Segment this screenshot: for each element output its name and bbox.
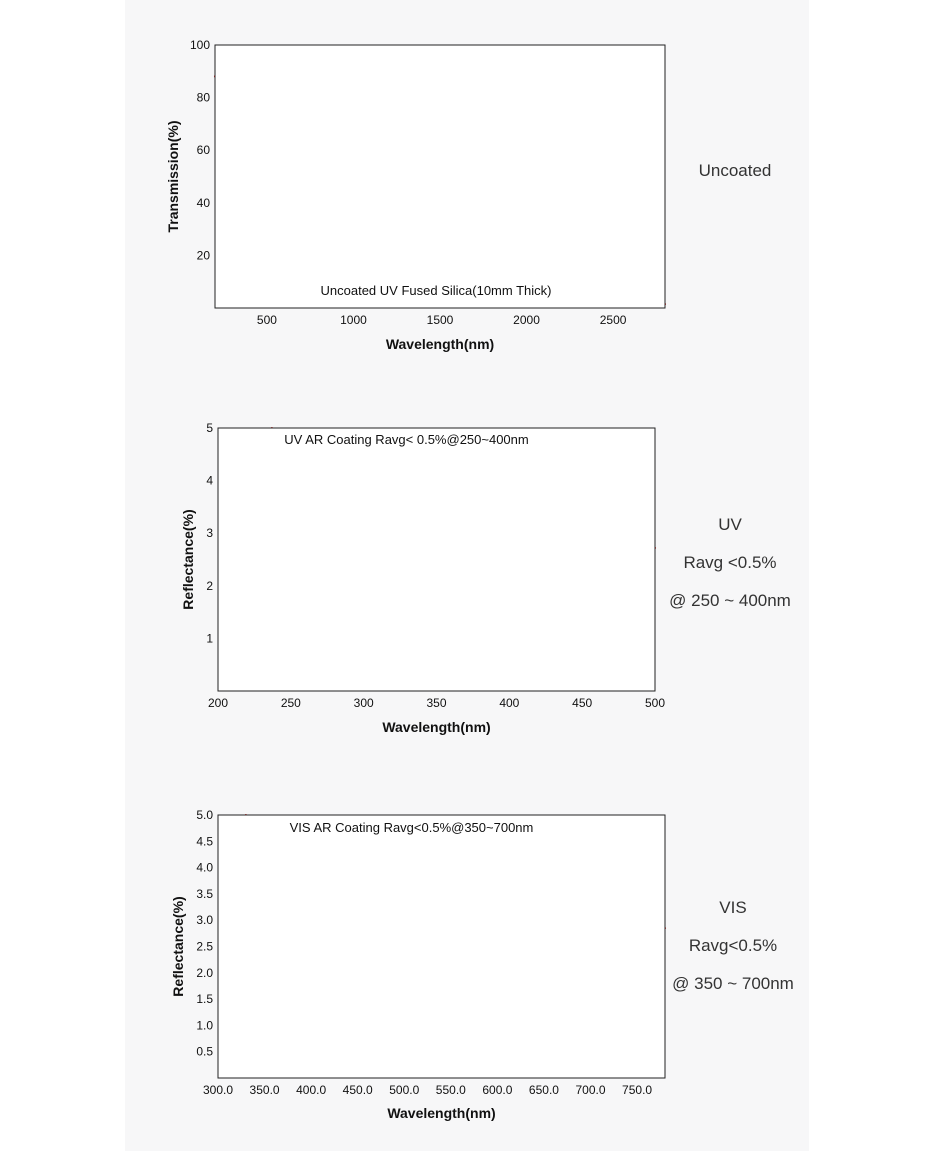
y-axis-title: Reflectance(%) (180, 509, 196, 609)
chart-title: Uncoated UV Fused Silica(10mm Thick) (321, 283, 552, 298)
side-label: VIS (719, 898, 746, 917)
y-tick-label: 1.5 (196, 992, 213, 1006)
x-tick-label: 1500 (427, 313, 454, 327)
chart-title: VIS AR Coating Ravg<0.5%@350~700nm (290, 820, 534, 835)
x-tick-label: 300 (354, 696, 374, 710)
x-tick-label: 550.0 (436, 1083, 466, 1097)
x-tick-label: 500 (257, 313, 277, 327)
side-label: Ravg<0.5% (689, 936, 777, 955)
x-tick-label: 250 (281, 696, 301, 710)
y-tick-label: 3 (206, 526, 213, 540)
side-label: @ 350 ~ 700nm (672, 974, 794, 993)
chart-3: 300.0 350.0 400.0 450.0 500.0 550.0 600.0 650.0… (170, 808, 794, 1121)
y-tick-label: 3.5 (196, 887, 213, 901)
side-label: Ravg <0.5% (683, 553, 776, 572)
y-axis-title: Reflectance(%) (170, 896, 186, 996)
x-tick-label: 500.0 (389, 1083, 419, 1097)
y-tick-label: 40 (197, 196, 211, 210)
y-tick-label: 3.0 (196, 913, 213, 927)
x-tick-label: 400.0 (296, 1083, 326, 1097)
y-tick-label: 5 (206, 421, 213, 435)
x-tick-label: 300.0 (203, 1083, 233, 1097)
x-tick-label: 500 (645, 696, 665, 710)
chart-1: 500 1000 1500 2000 2500 20 40 60 80 100 Uncoated U… (165, 38, 771, 352)
plot-frame (217, 814, 666, 1079)
y-tick-label: 4.0 (196, 861, 213, 875)
x-axis-title: Wavelength(nm) (382, 719, 490, 735)
y-tick-label: 2 (206, 579, 213, 593)
x-tick-label: 2000 (513, 313, 540, 327)
x-tick-label: 650.0 (529, 1083, 559, 1097)
y-tick-label: 1 (206, 631, 213, 645)
y-tick-label: 2.5 (196, 940, 213, 954)
y-axis-title: Transmission(%) (165, 120, 181, 232)
y-tick-label: 4 (206, 474, 213, 488)
x-tick-label: 200 (208, 696, 228, 710)
plot-frame (214, 44, 666, 309)
x-tick-label: 600.0 (482, 1083, 512, 1097)
chart-title: UV AR Coating Ravg< 0.5%@250~400nm (284, 432, 528, 447)
y-tick-label: 0.5 (196, 1045, 213, 1059)
x-tick-label: 2500 (600, 313, 627, 327)
x-axis-title: Wavelength(nm) (387, 1105, 495, 1121)
y-tick-label: 5.0 (196, 808, 213, 822)
side-label: Uncoated (699, 161, 772, 180)
x-tick-label: 400 (499, 696, 519, 710)
y-tick-label: 60 (197, 143, 211, 157)
x-tick-label: 750.0 (622, 1083, 652, 1097)
x-tick-label: 450.0 (343, 1083, 373, 1097)
x-axis-title: Wavelength(nm) (386, 336, 494, 352)
y-tick-label: 100 (190, 38, 210, 52)
y-tick-label: 2.0 (196, 966, 213, 980)
plot-frame (217, 427, 656, 692)
x-tick-label: 350.0 (250, 1083, 280, 1097)
x-tick-label: 450 (572, 696, 592, 710)
x-tick-label: 1000 (340, 313, 367, 327)
chart-2: 200 250 300 350 400 450 500 1 2 3 4 5 UV AR Coating … (180, 421, 791, 735)
x-tick-label: 350 (426, 696, 446, 710)
side-label: @ 250 ~ 400nm (669, 591, 791, 610)
x-tick-label: 700.0 (575, 1083, 605, 1097)
y-tick-label: 20 (197, 248, 211, 262)
y-tick-label: 4.5 (196, 834, 213, 848)
y-tick-label: 80 (197, 91, 211, 105)
side-label: UV (718, 515, 742, 534)
y-tick-label: 1.0 (196, 1018, 213, 1032)
